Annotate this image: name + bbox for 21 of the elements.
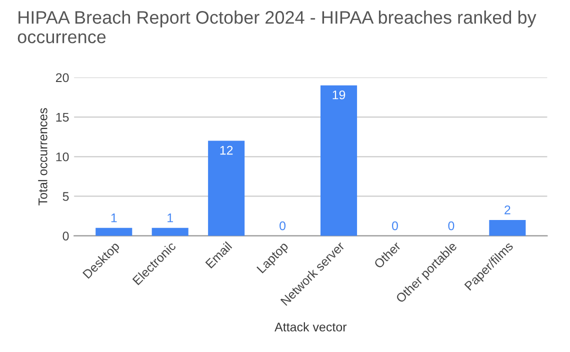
- y-axis-title: Total occurrences: [38, 108, 48, 206]
- y-tick-label: 15: [56, 112, 69, 122]
- bar: [320, 85, 358, 236]
- data-label: 2: [504, 206, 510, 214]
- data-label: 1: [111, 214, 117, 222]
- y-tick-label: 0: [62, 232, 69, 240]
- y-tick-label: 20: [56, 73, 69, 82]
- bar: [489, 220, 526, 236]
- data-label: 1: [168, 214, 173, 222]
- x-axis-title: Attack vector: [274, 322, 347, 332]
- data-label: 0: [280, 221, 286, 230]
- data-label: 12: [220, 146, 233, 155]
- chart-title: HIPAA Breach Report October 2024 - HIPAA breaches ranked by occurrence: [18, 10, 536, 44]
- y-tick-label: 10: [56, 152, 69, 162]
- y-tick-label: 5: [62, 192, 69, 201]
- bar: [208, 140, 245, 236]
- bar: [96, 228, 132, 236]
- data-label: 19: [332, 90, 346, 100]
- data-label: 0: [448, 221, 454, 230]
- data-label: 0: [392, 221, 398, 230]
- bar: [152, 228, 188, 236]
